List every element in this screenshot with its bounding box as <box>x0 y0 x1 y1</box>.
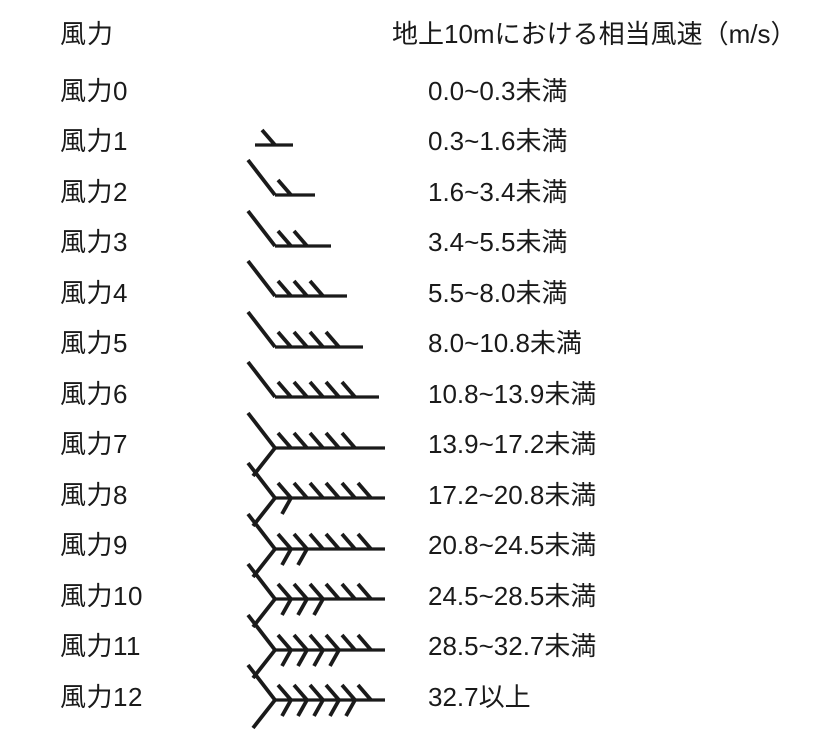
wind-barb-4-icon <box>246 259 347 298</box>
force-label: 風力12 <box>60 681 143 712</box>
speed-range: 0.0~0.3未満 <box>428 75 568 106</box>
wind-barb-cell <box>245 310 428 368</box>
speed-range: 3.4~5.5未満 <box>428 227 568 258</box>
table-row: 風力1 0.3~1.6未満 <box>0 115 825 166</box>
force-label: 風力7 <box>60 429 128 460</box>
wind-barb-9-icon <box>246 512 385 578</box>
table-row: 風力10 24.5~28.5未満 <box>0 562 825 629</box>
wind-barb-2-icon <box>246 158 315 197</box>
wind-barb-cell <box>245 158 428 216</box>
wind-barb-cell <box>245 613 428 679</box>
speed-range: 28.5~32.7未満 <box>428 631 597 662</box>
speed-range: 10.8~13.9未満 <box>428 378 597 409</box>
force-label: 風力6 <box>60 378 128 409</box>
wind-barb-cell <box>245 663 428 730</box>
wind-barb-cell <box>245 209 428 267</box>
wind-barb-cell <box>245 411 428 477</box>
wind-barb-7-icon <box>246 411 385 477</box>
wind-barb-12-icon <box>246 663 385 730</box>
header-speed-label: 地上10mにおける相当風速（m/s） <box>392 18 797 49</box>
wind-barb-8-icon <box>246 461 385 528</box>
speed-range: 5.5~8.0未満 <box>428 277 568 308</box>
table-header: 風力 地上10mにおける相当風速（m/s） <box>0 0 825 64</box>
wind-barb-1-icon <box>255 128 293 147</box>
table-row: 風力3 3.4~5.5未満 <box>0 209 825 267</box>
force-label: 風力1 <box>60 126 128 157</box>
table-row: 風力12 32.7以上 <box>0 663 825 730</box>
force-label: 風力8 <box>60 479 128 510</box>
speed-range: 32.7以上 <box>428 681 531 712</box>
speed-range: 24.5~28.5未満 <box>428 580 597 611</box>
speed-range: 0.3~1.6未満 <box>428 126 568 157</box>
wind-barb-6-icon <box>246 360 379 399</box>
speed-range: 17.2~20.8未満 <box>428 479 597 510</box>
header-force-label: 風力 <box>60 18 115 49</box>
table-row: 風力4 5.5~8.0未満 <box>0 259 825 317</box>
wind-barb-10-icon <box>246 562 385 629</box>
force-label: 風力10 <box>60 580 143 611</box>
speed-range: 13.9~17.2未満 <box>428 429 597 460</box>
speed-range: 8.0~10.8未満 <box>428 328 582 359</box>
force-label: 風力11 <box>60 631 141 662</box>
table-row: 風力9 20.8~24.5未満 <box>0 512 825 578</box>
wind-barb-cell <box>245 461 428 528</box>
wind-barb-cell <box>245 259 428 317</box>
force-label: 風力2 <box>60 176 128 207</box>
wind-barb-cell <box>245 512 428 578</box>
force-label: 風力0 <box>60 75 128 106</box>
force-label: 風力5 <box>60 328 128 359</box>
wind-barb-5-icon <box>246 310 363 349</box>
wind-barb-cell <box>245 115 428 166</box>
table-row: 風力6 10.8~13.9未満 <box>0 360 825 418</box>
speed-range: 1.6~3.4未満 <box>428 176 568 207</box>
table-row: 風力7 13.9~17.2未満 <box>0 411 825 477</box>
force-label: 風力3 <box>60 227 128 258</box>
table-row: 風力11 28.5~32.7未満 <box>0 613 825 679</box>
force-label: 風力4 <box>60 277 128 308</box>
table-body: 風力0 0.0~0.3未満 風力1 0.3~1.6未満 風力2 1.6~3.4未… <box>0 64 825 730</box>
table-row: 風力5 8.0~10.8未満 <box>0 310 825 368</box>
table-row: 風力8 17.2~20.8未満 <box>0 461 825 528</box>
table-row: 風力2 1.6~3.4未満 <box>0 158 825 216</box>
wind-barb-3-icon <box>246 209 331 248</box>
wind-barb-cell <box>245 562 428 629</box>
table-row: 風力0 0.0~0.3未満 <box>0 64 825 115</box>
wind-barb-11-icon <box>246 613 385 679</box>
wind-barb-cell <box>245 360 428 418</box>
speed-range: 20.8~24.5未満 <box>428 530 597 561</box>
force-label: 風力9 <box>60 530 128 561</box>
